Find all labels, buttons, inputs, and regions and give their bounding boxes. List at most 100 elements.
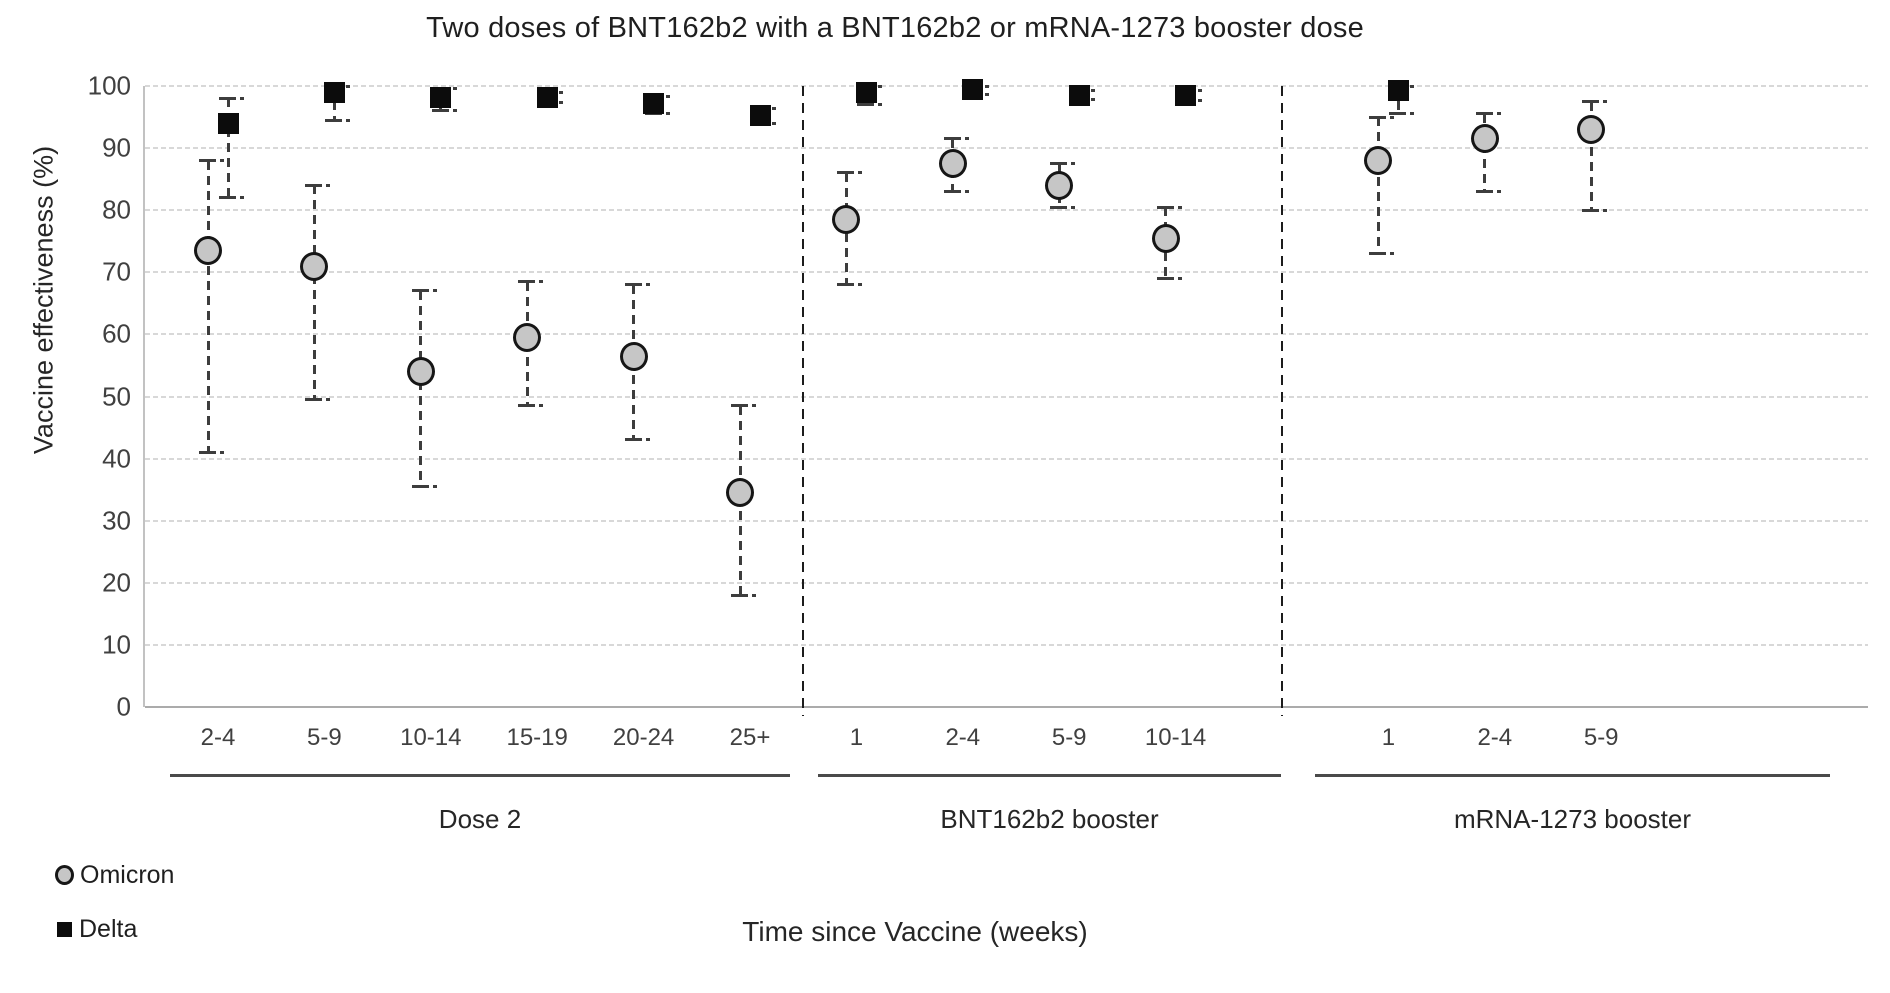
gridline: [145, 519, 1868, 522]
error-bar-cap: [837, 171, 855, 175]
error-bar-cap: [731, 593, 748, 597]
delta-point: [536, 86, 558, 108]
error-bar-cap-dot: [1197, 99, 1202, 103]
error-bar-cap-dot: [240, 196, 244, 200]
error-bar-cap-dot: [452, 109, 457, 113]
error-bar-cap-dot: [1603, 208, 1608, 212]
error-bar-cap: [1389, 112, 1407, 116]
error-bar-cap-dot: [1071, 205, 1076, 209]
omicron-circle-icon: [55, 865, 74, 885]
omicron-point: [406, 357, 435, 387]
delta-point: [962, 79, 984, 101]
omicron-point: [619, 341, 648, 371]
x-tick-label: 5-9: [1583, 724, 1619, 751]
error-bar-cap-dot: [772, 121, 776, 125]
error-bar-cap: [1475, 112, 1493, 116]
error-bar-cap-dot: [1496, 112, 1501, 116]
gridline: [145, 147, 1868, 150]
x-tick-label: 15-19: [506, 724, 568, 751]
error-bar-cap: [199, 159, 216, 163]
legend-label-delta: Delta: [79, 914, 138, 943]
y-tick-label: 70: [102, 256, 131, 287]
x-tick-label: 5-9: [1051, 724, 1087, 751]
x-tick-label: 2-4: [200, 724, 236, 751]
error-bar-cap: [325, 118, 343, 122]
error-bar-cap: [411, 289, 429, 293]
error-bar-cap-dot: [1410, 84, 1415, 88]
error-bar-cap: [1156, 205, 1174, 209]
gridline: [145, 581, 1868, 584]
error-bar-cap: [411, 485, 429, 489]
error-bar-cap: [943, 137, 961, 141]
error-bar-cap-dot: [665, 112, 670, 116]
error-bar-cap: [1369, 252, 1387, 256]
error-bar-cap-dot: [772, 107, 776, 111]
error-bar-cap-dot: [539, 404, 544, 408]
error-bar-cap: [219, 96, 236, 100]
y-axis-title: Vaccine effectiveness (%): [28, 145, 59, 455]
x-tick-label: 2-4: [945, 724, 981, 751]
y-tick-label: 90: [102, 132, 131, 163]
gridline: [145, 271, 1868, 274]
error-bar-cap: [644, 112, 662, 116]
delta-point: [855, 81, 877, 103]
error-bar-cap: [1050, 162, 1068, 166]
y-axis-line: [143, 86, 145, 707]
gridline: [145, 209, 1868, 212]
error-bar-cap-dot: [984, 84, 989, 88]
error-bar-cap: [731, 404, 748, 408]
error-bar-cap-dot: [1177, 277, 1182, 280]
error-bar-cap-dot: [752, 593, 756, 597]
x-tick-label: 10-14: [1144, 724, 1207, 751]
error-bar-cap-dot: [559, 100, 564, 104]
y-tick-label: 40: [102, 443, 131, 474]
error-bar: [1589, 101, 1593, 211]
error-bar-cap: [219, 196, 236, 200]
omicron-point: [726, 478, 754, 508]
omicron-point: [832, 205, 861, 234]
x-tick-label: 1: [849, 724, 864, 751]
omicron-point: [1577, 114, 1606, 144]
error-bar-cap: [1475, 190, 1493, 194]
omicron-point: [1045, 170, 1074, 200]
error-bar-cap-dot: [432, 289, 437, 293]
error-bar-cap-dot: [964, 190, 969, 194]
error-bar-cap-dot: [1603, 100, 1608, 104]
error-bar-cap: [624, 438, 642, 442]
error-bar-cap-dot: [984, 93, 989, 97]
error-bar-cap: [518, 280, 536, 284]
delta-point: [323, 81, 345, 103]
error-bar-cap-dot: [665, 95, 670, 99]
error-bar-cap-dot: [220, 450, 224, 454]
x-tick-label: 10-14: [400, 724, 462, 751]
gridline: [145, 457, 1868, 460]
error-bar-cap-dot: [1091, 98, 1096, 102]
x-axis-line: [145, 706, 1868, 708]
error-bar-cap-dot: [1071, 162, 1076, 166]
error-bar-cap: [624, 283, 642, 287]
error-bar: [1376, 117, 1380, 254]
error-bar-cap: [943, 190, 961, 194]
group-bracket: [818, 774, 1281, 777]
group-bracket: [1315, 774, 1830, 777]
error-bar-cap-dot: [964, 137, 969, 141]
x-tick-label: 1: [1381, 724, 1396, 751]
group-bracket: [170, 774, 790, 777]
error-bar: [312, 185, 316, 400]
error-bar-cap-dot: [752, 404, 756, 408]
error-bar-cap: [1050, 205, 1068, 209]
error-bar-cap-dot: [1410, 112, 1415, 116]
gridline: [145, 395, 1868, 398]
group-label: mRNA-1273 booster: [1454, 804, 1691, 834]
gridline: [145, 85, 1868, 87]
error-bar-cap-dot: [1390, 115, 1395, 119]
omicron-point: [194, 236, 222, 266]
delta-square-icon: [57, 921, 72, 937]
error-bar-cap: [518, 404, 536, 408]
error-bar-cap-dot: [559, 90, 564, 94]
error-bar-cap: [305, 183, 323, 187]
error-bar-cap-dot: [326, 183, 331, 187]
error-bar-cap-dot: [1390, 252, 1395, 256]
error-bar-cap-dot: [1496, 190, 1501, 194]
